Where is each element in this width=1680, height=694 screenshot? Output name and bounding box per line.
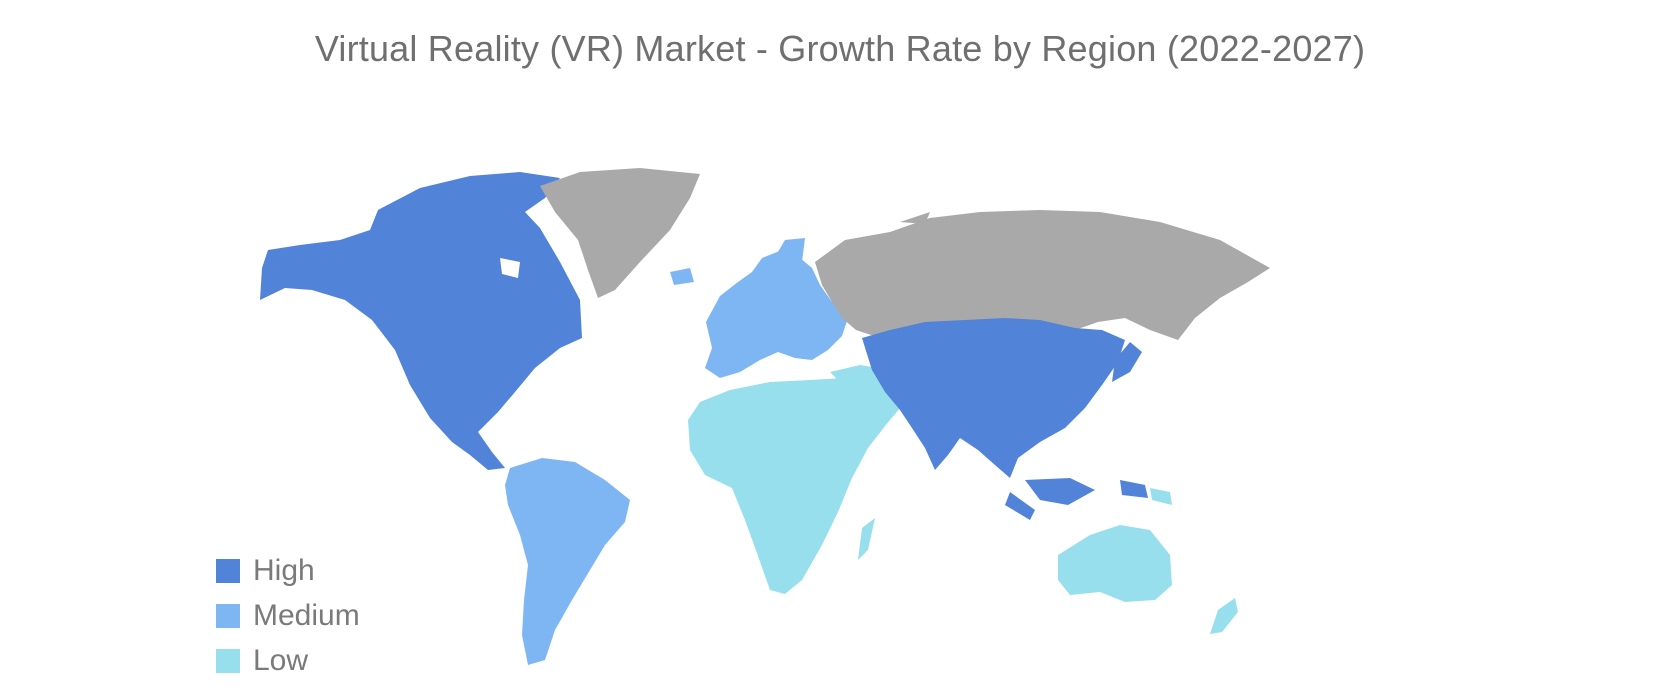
region-greenland [540,168,700,298]
legend-item-high: High [216,548,360,593]
legend-label-medium: Medium [253,598,360,632]
region-south-america [505,458,630,665]
legend-label-low: Low [253,643,309,677]
legend-swatch-low [216,648,240,673]
region-asia-pacific [862,318,1148,520]
region-oceania [1058,488,1238,634]
legend-swatch-medium [216,603,240,628]
legend-item-medium: Medium [216,593,360,638]
chart-title: Virtual Reality (VR) Market - Growth Rat… [314,28,1366,69]
region-middle-east-africa [688,365,900,594]
region-europe [670,238,848,378]
legend-label-high: High [253,553,315,587]
legend: High Medium Low [216,548,360,683]
legend-swatch-high [216,558,240,583]
legend-item-low: Low [216,638,360,683]
region-north-america [260,172,610,470]
region-russia [815,210,1270,340]
